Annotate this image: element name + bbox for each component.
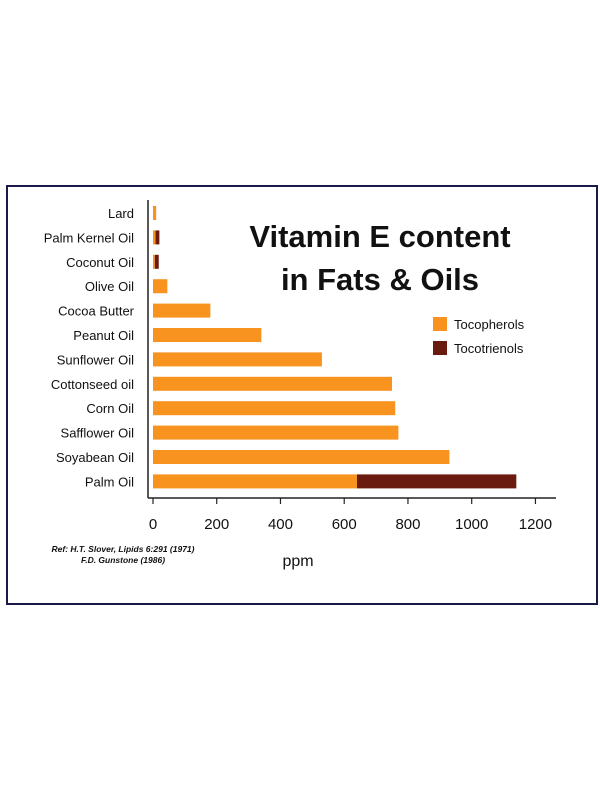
x-axis-label: ppm: [282, 553, 313, 570]
bar-palm-kernel-oil-tocotrienols: [155, 230, 160, 245]
x-tick-label-600: 600: [332, 516, 357, 533]
legend-label-tocopherols: Tocopherols: [454, 317, 525, 332]
x-tick-label-1200: 1200: [519, 516, 552, 533]
category-label-palm-kernel-oil: Palm Kernel Oil: [44, 230, 134, 245]
category-labels: Lard Palm Kernel Oil Coconut Oil Olive Oil C…: [44, 206, 135, 489]
bar-coconut-oil-tocotrienols: [154, 254, 159, 269]
x-tick-label-800: 800: [395, 516, 420, 533]
category-label-cottonseed-oil: Cottonseed oil: [51, 377, 134, 392]
bar-coconut-oil-tocopherols: [153, 254, 155, 269]
x-tick-label-0: 0: [149, 516, 157, 533]
bar-sunflower-oil-tocopherols: [153, 352, 322, 367]
x-tick-label-400: 400: [268, 516, 293, 533]
category-label-peanut-oil: Peanut Oil: [73, 328, 134, 343]
bar-palm-oil-tocotrienols: [356, 474, 517, 489]
bar-safflower-oil-tocopherols: [153, 425, 399, 440]
category-label-corn-oil: Corn Oil: [86, 401, 134, 416]
reference-line-2: F.D. Gunstone (1986): [81, 555, 165, 565]
bar-soyabean-oil-tocopherols: [153, 450, 450, 464]
chart-title-line-1: Vitamin E content: [249, 219, 510, 254]
bar-lard-tocopherols: [153, 206, 157, 220]
bar-cocoa-butter-tocopherols: [153, 303, 211, 318]
legend: Tocopherols Tocotrienols: [433, 317, 525, 356]
bar-cottonseed-oil-tocopherols: [153, 376, 393, 391]
category-label-coconut-oil: Coconut Oil: [66, 255, 134, 270]
reference-line-1: Ref: H.T. Slover, Lipids 6:291 (1971): [52, 544, 195, 554]
x-tick-label-1000: 1000: [455, 516, 488, 533]
bar-olive-oil-tocopherols: [153, 279, 168, 294]
category-label-soyabean-oil: Soyabean Oil: [56, 450, 134, 465]
bar-palm-oil-tocopherols: [153, 474, 357, 489]
category-label-cocoa-butter: Cocoa Butter: [58, 304, 135, 319]
category-label-sunflower-oil: Sunflower Oil: [57, 352, 134, 367]
legend-label-tocotrienols: Tocotrienols: [454, 341, 524, 356]
legend-swatch-tocopherols: [433, 317, 447, 331]
legend-swatch-tocotrienols: [433, 341, 447, 355]
chart-border: [6, 185, 598, 605]
chart-title-line-2: in Fats & Oils: [281, 262, 479, 297]
x-tick-label-200: 200: [204, 516, 229, 533]
bar-palm-kernel-oil-tocopherols: [153, 230, 156, 245]
bars-group: [153, 206, 517, 489]
x-axis-ticks: 0 200 400 600 800 1000 1200: [149, 498, 552, 533]
bar-peanut-oil-tocopherols: [153, 328, 262, 342]
category-label-olive-oil: Olive Oil: [85, 279, 134, 294]
category-label-safflower-oil: Safflower Oil: [61, 426, 135, 441]
bar-corn-oil-tocopherols: [153, 401, 396, 416]
category-label-palm-oil: Palm Oil: [85, 474, 134, 489]
category-label-lard: Lard: [108, 206, 134, 221]
